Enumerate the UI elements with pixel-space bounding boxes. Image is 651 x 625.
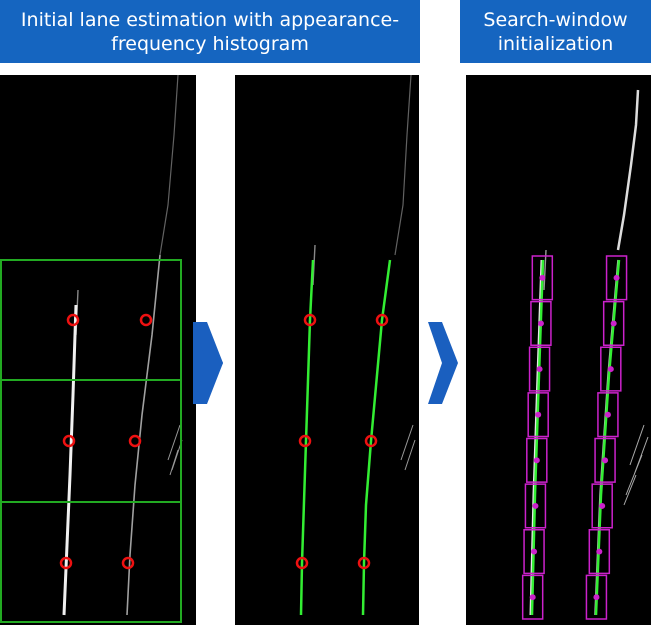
search-window <box>521 574 544 620</box>
right-lane-fit <box>361 259 392 616</box>
search-window <box>527 392 549 438</box>
left-lane-fit <box>530 259 545 616</box>
window-center-point <box>531 548 538 555</box>
right-lane-fit <box>594 259 621 616</box>
window-center-point <box>610 320 617 327</box>
search-window <box>597 392 619 438</box>
candidate-point-marker <box>357 556 371 570</box>
right-arrow-icon <box>193 322 223 408</box>
candidate-point-marker <box>59 556 73 570</box>
candidate-point-marker <box>121 556 135 570</box>
search-window <box>602 300 625 346</box>
search-window <box>600 346 622 392</box>
window-center-point <box>607 366 614 373</box>
search-window <box>530 300 552 346</box>
lane-fit-panel <box>235 75 419 625</box>
search-window-image <box>521 89 649 620</box>
search-window <box>585 574 608 620</box>
window-center-point <box>602 457 609 464</box>
search-window <box>594 437 616 483</box>
histogram-grid <box>0 259 182 623</box>
search-window <box>523 529 545 575</box>
window-center-point <box>593 594 600 601</box>
candidate-point-marker <box>295 556 309 570</box>
header-search-window-init-text: Search-window initialization <box>483 8 628 55</box>
search-window <box>526 437 548 483</box>
window-center-point <box>596 548 603 555</box>
window-center-point <box>532 502 539 509</box>
candidate-point-marker <box>364 434 378 448</box>
search-window <box>531 255 554 301</box>
search-window <box>528 346 551 392</box>
header-initial-lane-estimation-text: Initial lane estimation with appearance-… <box>20 8 400 55</box>
window-center-point <box>613 274 620 281</box>
window-center-point <box>604 411 611 418</box>
window-center-point <box>537 320 544 327</box>
candidate-point-marker <box>303 313 317 327</box>
search-window <box>591 483 613 529</box>
search-window <box>605 255 628 301</box>
header-initial-lane-estimation: Initial lane estimation with appearance-… <box>0 0 420 63</box>
window-center-point <box>599 502 606 509</box>
candidate-point-marker <box>298 434 312 448</box>
window-center-point <box>539 274 546 281</box>
window-center-point <box>535 411 542 418</box>
candidate-point-marker <box>128 434 142 448</box>
left-lane-fit <box>299 259 315 616</box>
histogram-grid-image <box>0 75 183 623</box>
header-search-window-init: Search-window initialization <box>460 0 651 63</box>
search-window-panel <box>466 75 651 625</box>
candidate-point-marker <box>139 313 153 327</box>
candidate-point-marker <box>62 434 76 448</box>
histogram-grid-panel <box>0 75 196 625</box>
search-window <box>524 483 547 529</box>
right-lane-marking <box>126 254 161 616</box>
window-center-point <box>529 594 536 601</box>
search-window <box>588 529 611 575</box>
candidate-point-marker <box>66 313 80 327</box>
candidate-point-marker <box>375 313 389 327</box>
lane-fit-image <box>295 75 416 616</box>
right-arrow-icon <box>428 322 458 408</box>
window-center-point <box>536 366 543 373</box>
window-center-point <box>533 457 540 464</box>
